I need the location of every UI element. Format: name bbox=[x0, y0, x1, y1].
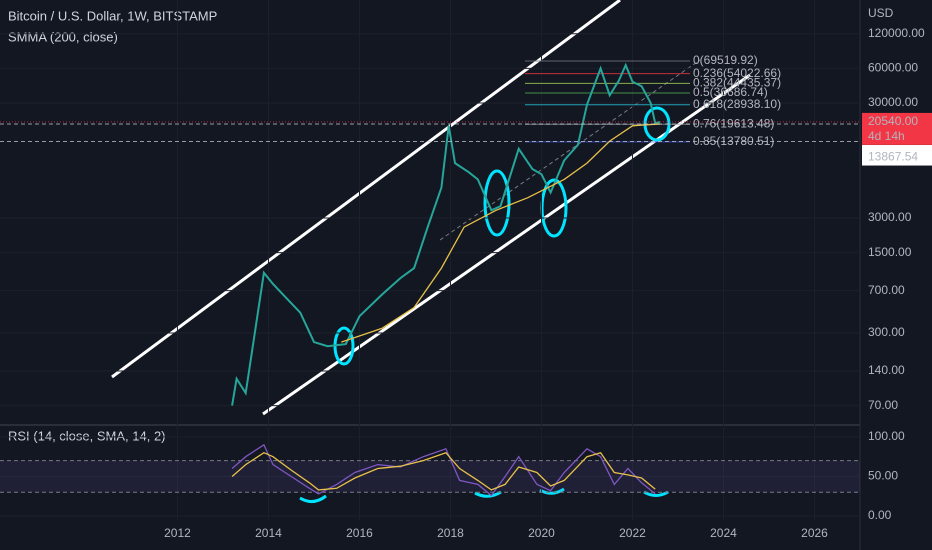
fib-label: 0.382(44435.37) bbox=[693, 76, 781, 90]
y-tick-label: 700.00 bbox=[868, 283, 905, 297]
y-tick-label: 3000.00 bbox=[868, 210, 912, 224]
y-tick-label: 0.00 bbox=[868, 508, 892, 522]
x-tick-label: 2022 bbox=[619, 526, 646, 540]
y-tick-label: 1500.00 bbox=[868, 245, 912, 259]
fib-label: 0.618(28938.10) bbox=[693, 97, 781, 111]
price-box bbox=[862, 148, 932, 166]
series-line bbox=[231, 451, 656, 491]
y-tick-label: 70.00 bbox=[868, 398, 898, 412]
rsi-label: RSI (14, close, SMA, 14, 2) bbox=[8, 428, 166, 443]
price-label: 20540.00 bbox=[868, 114, 918, 128]
highlight-ellipses bbox=[299, 106, 671, 503]
countdown: 4d 14h bbox=[868, 129, 905, 143]
y-tick-label: 50.00 bbox=[868, 469, 898, 483]
x-tick-label: 2012 bbox=[164, 526, 191, 540]
y-tick-label: 30000.00 bbox=[868, 95, 918, 109]
pane-separator bbox=[0, 424, 860, 426]
x-tick-label: 2024 bbox=[710, 526, 737, 540]
fib-trend-line bbox=[439, 59, 701, 241]
series-line bbox=[341, 123, 660, 343]
fib-label: 0.236(54022.66) bbox=[693, 66, 781, 80]
x-tick-label: 2020 bbox=[528, 526, 555, 540]
y-tick-label: 120000.00 bbox=[868, 26, 925, 40]
y-tick-label: 100.00 bbox=[868, 429, 905, 443]
x-tick-label: 2018 bbox=[437, 526, 464, 540]
fib-label: 0.85(13780.51) bbox=[693, 134, 774, 148]
price-label: 13867.54 bbox=[868, 150, 918, 164]
rsi-band bbox=[0, 460, 860, 493]
fib-label: 0.76(19613.48) bbox=[693, 116, 774, 130]
price-box bbox=[862, 112, 932, 145]
y-tick-label: 300.00 bbox=[868, 325, 905, 339]
y-tick-label: 60000.00 bbox=[868, 61, 918, 75]
currency-label: USD bbox=[868, 6, 894, 20]
chart-title: Bitcoin / U.S. Dollar, 1W, BITSTAMP bbox=[8, 8, 217, 23]
series-line bbox=[231, 62, 661, 406]
x-tick-label: 2016 bbox=[346, 526, 373, 540]
x-tick-label: 2014 bbox=[255, 526, 282, 540]
channel-upper bbox=[111, 0, 621, 379]
fib-label: 0(69519.92) bbox=[693, 53, 758, 67]
indicator-label: SMMA (200, close) bbox=[8, 29, 118, 44]
x-tick-label: 2026 bbox=[801, 526, 828, 540]
fib-label: 0.5(36686.74) bbox=[693, 85, 768, 99]
y-tick-label: 140.00 bbox=[868, 363, 905, 377]
